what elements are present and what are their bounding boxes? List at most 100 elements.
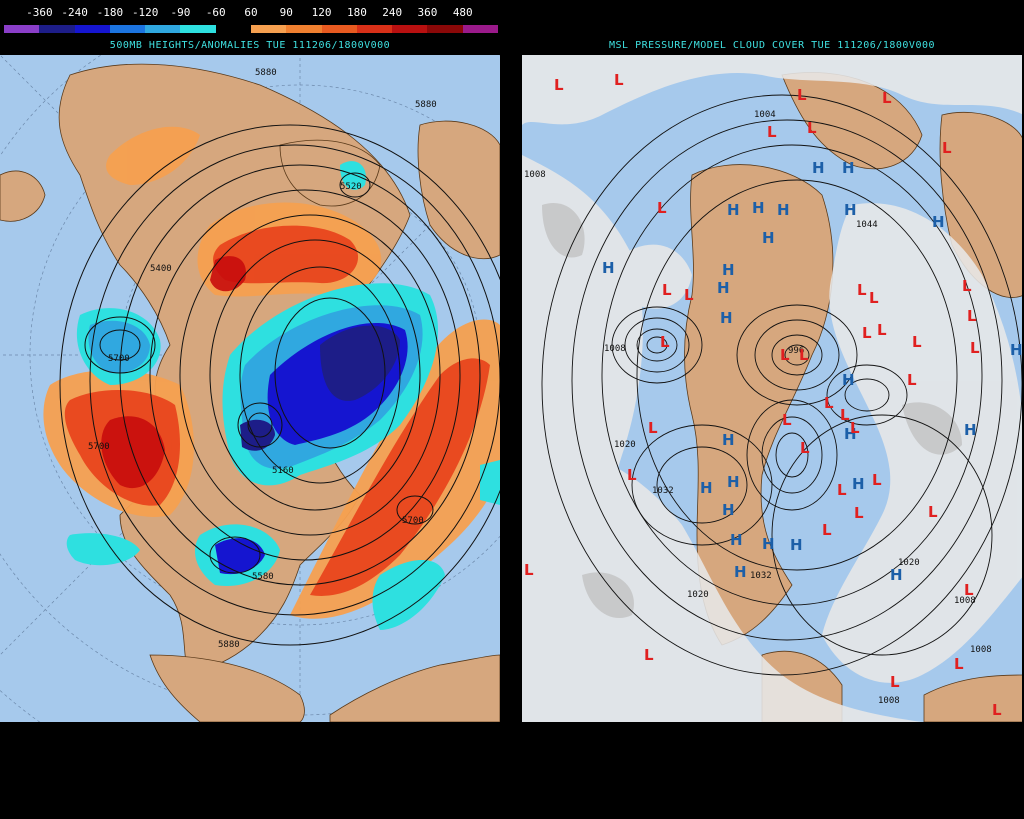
high-pressure-marker: H	[602, 259, 615, 277]
low-pressure-marker: L	[964, 581, 974, 599]
colorbar-label: 120	[311, 6, 332, 19]
contour-label: 5580	[252, 572, 274, 582]
low-pressure-marker: L	[872, 471, 882, 489]
colorbar-swatch	[462, 25, 498, 33]
high-pressure-marker: H	[790, 536, 803, 554]
low-pressure-marker: L	[882, 89, 892, 107]
low-pressure-marker: L	[822, 521, 832, 539]
colorbar-label: -60	[205, 6, 226, 19]
colorbar-swatch	[356, 25, 393, 33]
low-pressure-marker: L	[614, 71, 624, 89]
colorbar-swatch	[427, 25, 463, 33]
high-pressure-marker: H	[752, 199, 765, 217]
high-pressure-marker: H	[964, 421, 977, 439]
low-pressure-marker: L	[780, 346, 790, 364]
isobars	[541, 94, 1022, 676]
high-pressure-marker: H	[730, 531, 743, 549]
low-pressure-marker: L	[797, 86, 807, 104]
low-pressure-marker: L	[554, 76, 564, 94]
low-pressure-marker: L	[854, 504, 864, 522]
low-pressure-marker: L	[890, 673, 900, 691]
low-pressure-marker: L	[992, 701, 1002, 719]
isobar-label: 1020	[687, 590, 709, 600]
isobar-label: 1008	[524, 170, 546, 180]
high-pressure-marker: H	[727, 473, 740, 491]
high-pressure-marker: H	[852, 475, 865, 493]
height-contours	[59, 124, 500, 646]
colorbar-swatch	[321, 25, 357, 33]
low-pressure-marker: L	[928, 503, 938, 521]
msl-pressure-cloud-map: 1008 1008 1020 1032 1020 1020 1008 1008 …	[522, 55, 1022, 722]
low-pressure-marker: L	[660, 333, 670, 351]
colorbar-label: -180	[96, 6, 124, 19]
isobar-label: 1020	[614, 440, 636, 450]
high-pressure-marker: H	[842, 371, 855, 389]
colorbar-labels: -360 -240 -180 -120 -90 -60 60 90 120 180 240 360 48…	[4, 6, 498, 20]
heights-anomaly-map: 5880 5880 5520 5700 5700 5700 5160 5580 …	[0, 55, 500, 722]
high-pressure-marker: H	[890, 566, 903, 584]
contour-label: 5520	[340, 182, 362, 192]
isobar-label: 1020	[898, 558, 920, 568]
colorbar-label: -120	[131, 6, 159, 19]
low-pressure-marker: L	[799, 346, 809, 364]
colorbar-swatch	[145, 25, 181, 33]
high-pressure-marker: H	[734, 563, 747, 581]
contour-label: 5700	[402, 516, 424, 526]
colorbar-swatch	[109, 25, 146, 33]
isobar-label: 1008	[878, 696, 900, 706]
high-pressure-marker: H	[932, 213, 945, 231]
contour-label: 5400	[150, 264, 172, 274]
contour-label: 5160	[272, 466, 294, 476]
colorbar-label: 480	[452, 6, 473, 19]
high-pressure-marker: H	[727, 201, 740, 219]
low-pressure-marker: L	[967, 307, 977, 325]
isobar-label: 1008	[954, 596, 976, 606]
low-pressure-marker: L	[767, 123, 777, 141]
low-pressure-marker: L	[837, 481, 847, 499]
left-panel-500mb: -360 -240 -180 -120 -90 -60 60 90 120 180 240 360 48…	[0, 0, 500, 819]
low-pressure-marker: L	[962, 277, 972, 295]
high-pressure-marker: H	[844, 201, 857, 219]
colorbar-swatch	[250, 25, 287, 33]
low-pressure-marker: L	[850, 419, 860, 437]
isobar-label: 1008	[970, 645, 992, 655]
high-pressure-marker: H	[844, 425, 857, 443]
isobar-label: 1008	[604, 344, 626, 354]
low-pressure-centers: L L L L L L L L L L L L L L L L L L L L L L L L L L L L L L L L L L L L L L L L	[524, 71, 1002, 719]
low-pressure-marker: L	[648, 419, 658, 437]
colorbar-swatch	[286, 25, 322, 33]
colorbar-label: -240	[61, 6, 88, 19]
low-pressure-marker: L	[912, 333, 922, 351]
low-pressure-marker: L	[857, 281, 867, 299]
anomaly-colorbar	[4, 25, 498, 33]
high-pressure-marker: H	[812, 159, 825, 177]
high-pressure-marker: H	[717, 279, 730, 297]
colorbar-swatch	[180, 25, 216, 33]
isobar-label: 1044	[856, 220, 878, 230]
contour-label: 5880	[415, 100, 437, 110]
low-pressure-marker: L	[907, 371, 917, 389]
colorbar-label: 60	[244, 6, 258, 19]
low-pressure-marker: L	[862, 324, 872, 342]
isobar-label: 1032	[652, 486, 674, 496]
colorbar-swatch	[4, 25, 40, 33]
low-pressure-marker: L	[662, 281, 672, 299]
contour-label: 5880	[255, 68, 277, 78]
colorbar-swatch	[39, 25, 75, 33]
high-pressure-marker: H	[722, 261, 735, 279]
high-pressure-marker: H	[722, 431, 735, 449]
high-pressure-marker: H	[842, 159, 855, 177]
colorbar-swatch	[215, 25, 251, 33]
high-pressure-marker: H	[720, 309, 733, 327]
contour-label: 5700	[108, 354, 130, 364]
colorbar-label: -90	[170, 6, 191, 19]
left-panel-title: 500MB HEIGHTS/ANOMALIES TUE 111206/1800V…	[109, 40, 391, 51]
low-pressure-marker: L	[627, 466, 637, 484]
low-pressure-marker: L	[657, 199, 667, 217]
high-pressure-marker: H	[762, 229, 775, 247]
low-pressure-marker: L	[954, 655, 964, 673]
high-pressure-marker: H	[777, 201, 790, 219]
low-pressure-marker: L	[840, 406, 850, 424]
low-pressure-marker: L	[824, 394, 834, 412]
low-pressure-marker: L	[869, 289, 879, 307]
